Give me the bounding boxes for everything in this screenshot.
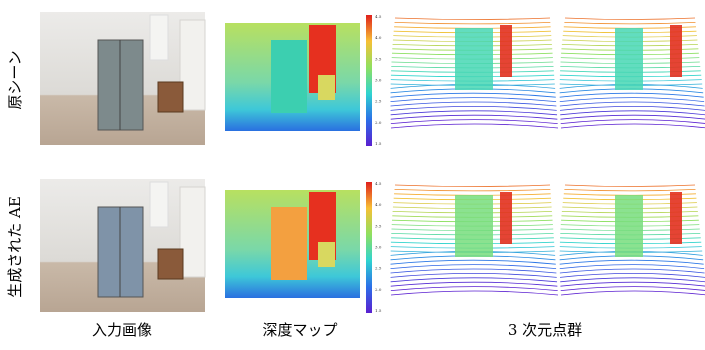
point-cloud (391, 18, 558, 128)
point-line (565, 18, 695, 20)
point-line (391, 273, 557, 277)
point-line (395, 189, 551, 191)
nightstand (158, 249, 183, 279)
column-label: 入力画像 (92, 321, 152, 339)
point-line (391, 269, 557, 273)
point-line (391, 260, 556, 264)
cloud-far (500, 25, 512, 77)
rows: 原シーン 4.5 4.0 3.5 3.0 2.5 2.0 1.5 生成された AE 4.5 4.0 3… (6, 12, 705, 313)
point-line (391, 287, 558, 291)
depth-locker (271, 207, 307, 280)
figure: 原シーン 4.5 4.0 3.5 3.0 2.5 2.0 1.5 生成された AE 4.5 4.0 3… (0, 0, 705, 350)
shelf (180, 187, 205, 277)
point-line (560, 115, 705, 119)
cloud-far (670, 192, 682, 244)
point-line (560, 98, 704, 102)
column-label: 深度マップ (262, 321, 337, 339)
depth-stand (318, 75, 335, 100)
cloud-locker (455, 195, 493, 257)
point-line (561, 124, 705, 128)
point-line (560, 93, 704, 97)
nightstand (158, 82, 183, 112)
point-line (560, 273, 705, 277)
point-line (561, 291, 705, 295)
row-label: 原シーン (6, 50, 24, 109)
row: 原シーン 4.5 4.0 3.5 3.0 2.5 2.0 1.5 (6, 12, 705, 146)
colorbar-tick-label: 4.5 (375, 14, 382, 19)
colorbar (366, 15, 372, 146)
window (150, 15, 168, 60)
depth-stand (318, 242, 335, 267)
colorbar-tick-label: 3.5 (375, 223, 382, 228)
point-line (560, 282, 705, 286)
colorbar-tick-label: 3.0 (375, 78, 382, 83)
point-cloud (560, 185, 705, 295)
point-line (560, 269, 705, 273)
point-line (565, 185, 695, 187)
point-line (391, 93, 556, 97)
point-line (391, 102, 557, 106)
point-line (391, 282, 558, 286)
cloud-locker (615, 28, 643, 90)
point-line (560, 265, 704, 269)
point-line (561, 287, 705, 291)
colorbar-tick-label: 1.5 (375, 141, 382, 146)
point-line (391, 265, 557, 269)
point-line (395, 185, 550, 187)
point-line (391, 106, 557, 110)
point-line (391, 278, 557, 282)
colorbar-tick-label: 2.5 (375, 99, 382, 104)
cloud-locker (455, 28, 493, 90)
colorbar-tick-label: 4.5 (375, 181, 382, 186)
point-cloud (560, 18, 705, 128)
point-line (564, 22, 695, 24)
cloud-locker (615, 195, 643, 257)
point-line (395, 18, 550, 20)
point-line (391, 111, 557, 115)
colorbar-tick-label: 1.5 (375, 308, 382, 313)
colorbar (366, 182, 372, 313)
point-line (560, 260, 704, 264)
depth-locker (271, 40, 307, 113)
point-line (391, 291, 558, 295)
point-line (560, 278, 705, 282)
cloud-far (500, 192, 512, 244)
colorbar-tick-label: 2.0 (375, 120, 382, 125)
column-label: 3 次元点群 (508, 321, 582, 339)
point-cloud (391, 185, 558, 295)
colorbar-tick-label: 3.0 (375, 245, 382, 250)
row-label: 生成された AE (6, 196, 24, 298)
colorbar-tick-label: 2.5 (375, 266, 382, 271)
point-line (560, 106, 705, 110)
colorbar-tick-label: 4.0 (375, 202, 382, 207)
colorbar-tick-label: 2.0 (375, 287, 382, 292)
point-line (560, 102, 705, 106)
point-line (391, 124, 558, 128)
point-line (391, 98, 557, 102)
shelf (180, 20, 205, 110)
point-line (391, 115, 558, 119)
row: 生成された AE 4.5 4.0 3.5 3.0 2.5 2.0 1.5 (6, 179, 705, 313)
colorbar-tick-label: 4.0 (375, 35, 382, 40)
window (150, 182, 168, 227)
point-line (560, 111, 705, 115)
point-line (561, 120, 705, 124)
point-line (395, 22, 551, 24)
cloud-far (670, 25, 682, 77)
colorbar-tick-label: 3.5 (375, 56, 382, 61)
point-line (564, 189, 695, 191)
point-line (391, 120, 558, 124)
